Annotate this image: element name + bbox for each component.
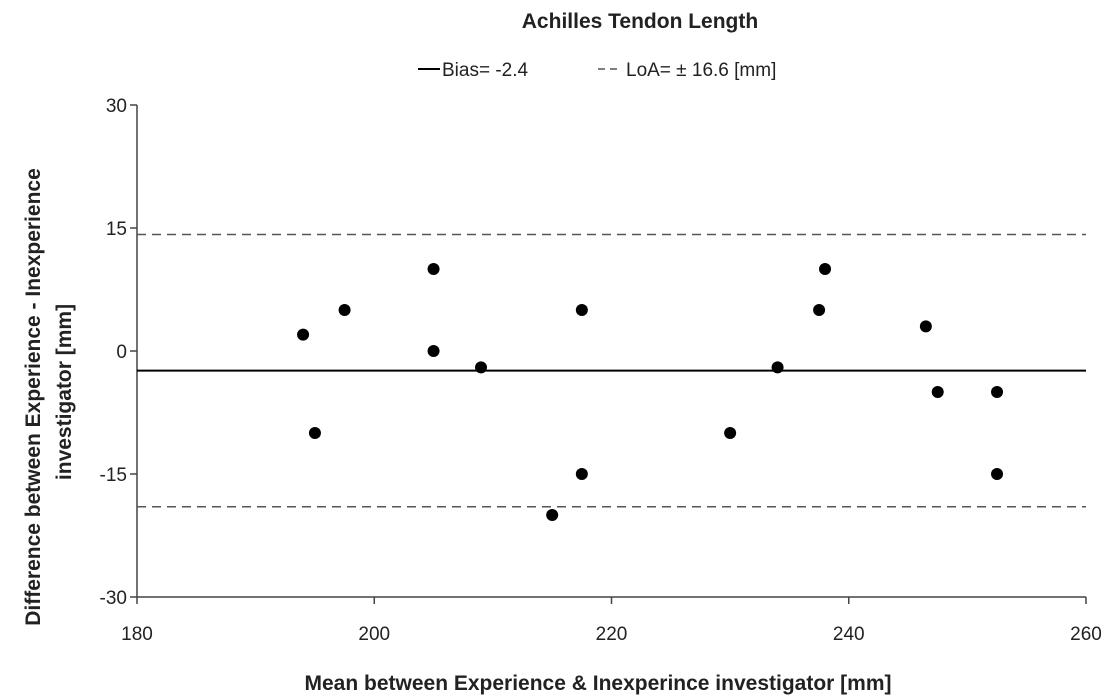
data-point xyxy=(427,263,440,275)
x-tick-label: 260 xyxy=(1070,624,1102,645)
y-axis-title-line1: Difference between Experience - Inexperi… xyxy=(22,168,45,626)
data-point xyxy=(575,468,588,480)
data-point xyxy=(546,509,559,521)
data-point xyxy=(724,427,737,439)
y-axis-title: Difference between Experience - Inexperi… xyxy=(22,168,76,626)
y-tick-label: 15 xyxy=(106,219,127,240)
data-point xyxy=(475,361,488,374)
y-tick-label: -15 xyxy=(100,465,127,486)
data-point xyxy=(771,361,784,374)
data-point xyxy=(338,304,351,316)
x-tick-label: 240 xyxy=(833,624,865,645)
legend-loa-label: LoA= ± 16.6 [mm] xyxy=(626,60,776,81)
y-tick-label: 30 xyxy=(106,96,127,117)
x-tick-label: 180 xyxy=(121,624,153,645)
data-point xyxy=(991,468,1004,480)
x-axis-title: Mean between Experience & Inexperince in… xyxy=(304,672,891,695)
data-point xyxy=(575,304,588,316)
data-point xyxy=(919,320,932,333)
data-point xyxy=(308,427,321,439)
chart-title: Achilles Tendon Length xyxy=(522,10,758,33)
y-tick-label: 0 xyxy=(116,342,127,363)
data-point xyxy=(819,263,832,275)
data-point xyxy=(931,386,944,398)
x-tick-label: 200 xyxy=(358,624,390,645)
y-tick-label: -30 xyxy=(100,588,127,609)
data-point xyxy=(297,328,310,341)
x-tick-label: 220 xyxy=(596,624,628,645)
data-point xyxy=(813,304,826,316)
y-axis-title-line2: investigator [mm] xyxy=(53,304,76,480)
legend-bias-label: Bias= -2.4 xyxy=(442,60,529,81)
data-point xyxy=(991,386,1004,398)
plot-area: 30 15 0 -15 -30 180 200 220 240 260 xyxy=(100,96,1102,645)
data-point xyxy=(427,345,440,357)
legend: Bias= -2.4 LoA= ± 16.6 [mm] xyxy=(418,60,776,81)
